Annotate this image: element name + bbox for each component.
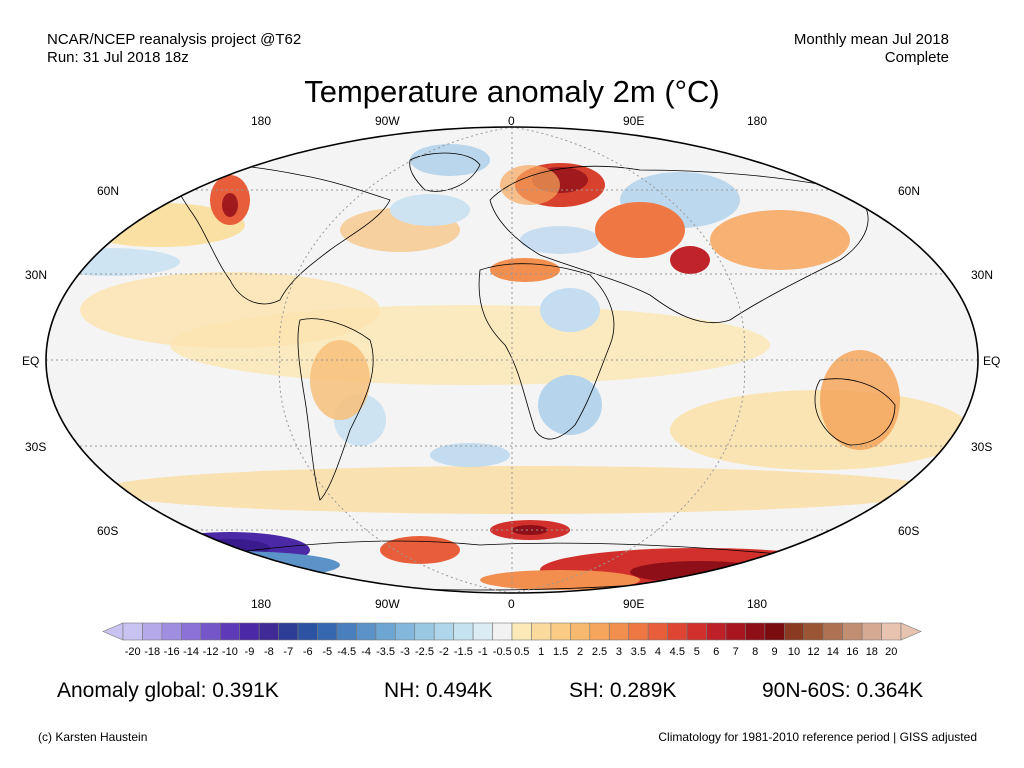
lon-label-top: 90E — [623, 114, 645, 128]
colorbar-tick-label: -14 — [183, 646, 200, 658]
colorbar-tick-label: 8 — [752, 646, 759, 658]
lon-label-bottom: 180 — [747, 597, 768, 611]
run-label: Run: 31 Jul 2018 18z — [47, 49, 189, 66]
colorbar-tick-label: 14 — [826, 646, 840, 658]
colorbar-tick-label: 9 — [771, 646, 778, 658]
global-anomaly: Anomaly global: 0.391K — [57, 679, 279, 702]
colorbar-tick-label: -0.5 — [492, 646, 512, 658]
lon-label-bottom: 0 — [508, 597, 515, 611]
colorbar-tick-label: -3.5 — [376, 646, 396, 658]
lat-label-right: EQ — [983, 354, 1001, 368]
colorbar-tick-label: 10 — [787, 646, 801, 658]
lat-label-right: 60S — [898, 524, 920, 538]
project-label: NCAR/NCEP reanalysis project @T62 — [47, 31, 302, 48]
colorbar-tick-label: -12 — [202, 646, 219, 658]
lon-label-bottom: 90W — [375, 597, 400, 611]
colorbar-tick-label: -5 — [322, 646, 333, 658]
colorbar-tick-label: 12 — [807, 646, 820, 658]
colorbar-tick-label: 7 — [732, 646, 739, 658]
graticule — [46, 127, 978, 593]
colorbar-tick-label: 16 — [846, 646, 859, 658]
lat-label-left: 60S — [97, 524, 119, 538]
map-border — [45, 126, 979, 594]
lat-label-left: EQ — [22, 354, 40, 368]
lon-label-bottom: 90E — [623, 597, 645, 611]
colorbar-tick-label: -20 — [124, 646, 141, 658]
colorbar-tick-label: 3 — [615, 646, 623, 658]
lon-label-bottom: 180 — [251, 597, 272, 611]
colorbar-tick-label: 2.5 — [591, 646, 608, 658]
colorbar-tick-label: 20 — [885, 646, 898, 658]
credit-label: (c) Karsten Haustein — [38, 730, 148, 744]
lon-label-top: 180 — [747, 114, 768, 128]
colorbar-tick-label: 0.5 — [514, 646, 530, 658]
lat-label-right: 60N — [898, 184, 921, 198]
colorbar-tick-label: -2.5 — [414, 646, 434, 658]
colorbar-tick-label: -10 — [222, 646, 238, 658]
colorbar-tick-label: -3 — [400, 646, 410, 658]
colorbar-tick-label: 5 — [693, 646, 700, 658]
colorbar-tick-label: -16 — [163, 646, 180, 658]
status-label: Complete — [884, 49, 949, 66]
map-title: Temperature anomaly 2m (°C) — [304, 74, 720, 109]
colorbar-tick-label: -2 — [439, 646, 449, 658]
sh-anomaly: SH: 0.289K — [569, 679, 677, 702]
colorbar-tick-label: -18 — [144, 646, 161, 658]
colorbar-tick-label: -4 — [361, 646, 372, 658]
lon-label-top: 0 — [508, 114, 515, 128]
colorbar-tick-label: -1 — [477, 646, 488, 658]
colorbar-tick-label: -9 — [244, 646, 255, 658]
colorbar-tick-label: -1.5 — [453, 646, 473, 658]
lat-label-right: 30S — [971, 440, 993, 454]
colorbar-tick-label: 3.5 — [630, 646, 647, 658]
period-label: Monthly mean Jul 2018 — [793, 31, 949, 48]
lat-label-left: 30N — [25, 268, 48, 282]
colorbar-tick-label: -7 — [283, 646, 294, 658]
colorbar-tick-label: 2 — [577, 646, 584, 658]
colorbar-tick-label: 1.5 — [552, 646, 569, 658]
colorbar-tick-label: 6 — [713, 646, 720, 658]
lon-label-top: 180 — [251, 114, 272, 128]
colorbar-tick-label: 18 — [865, 646, 878, 658]
reference-note: Climatology for 1981-2010 reference peri… — [658, 730, 977, 744]
colorbar-tick-label: -8 — [263, 646, 274, 658]
colorbar-tick-label: 1 — [538, 646, 545, 658]
lat-label-right: 30N — [971, 268, 994, 282]
lon-label-top: 90W — [375, 114, 400, 128]
colorbar-tick-label: 4 — [654, 646, 661, 658]
colorbar-tick-label: -4.5 — [337, 646, 357, 658]
colorbar-tick-label: 4.5 — [669, 646, 685, 658]
lat-label-left: 60N — [97, 184, 120, 198]
region-anomaly: 90N-60S: 0.364K — [762, 679, 924, 702]
colorbar-tick-label: -6 — [302, 646, 313, 658]
nh-anomaly: NH: 0.494K — [384, 679, 493, 702]
lat-label-left: 30S — [25, 440, 47, 454]
